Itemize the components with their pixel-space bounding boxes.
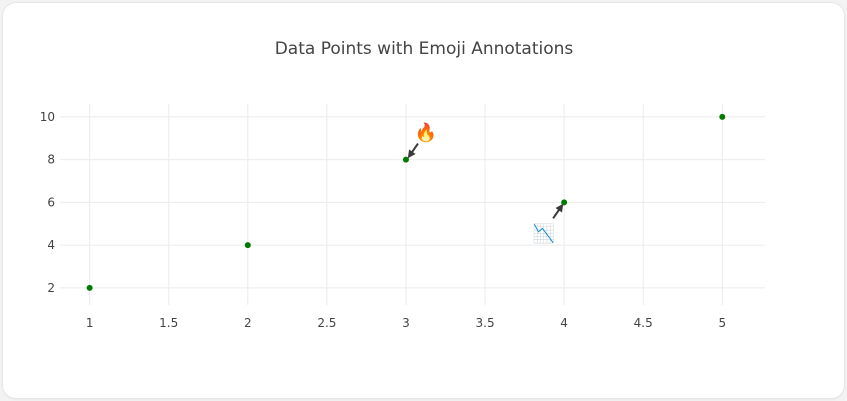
x-tick-label: 3 <box>402 316 410 330</box>
data-point[interactable] <box>719 113 726 120</box>
grid-lines <box>60 104 765 305</box>
x-tick-label: 1 <box>86 316 94 330</box>
data-point[interactable] <box>561 199 568 206</box>
data-point[interactable] <box>244 242 251 249</box>
chart-title: Data Points with Emoji Annotations <box>275 39 574 59</box>
x-tick-label: 2 <box>244 316 252 330</box>
y-tick-label: 6 <box>47 195 55 209</box>
axis-tick-labels: 1 1.5 2 2.5 3 3.5 4 4.5 5 2 4 6 8 10 <box>40 110 726 330</box>
x-tick-label: 5 <box>718 316 726 330</box>
x-tick-label: 1.5 <box>159 316 178 330</box>
data-point[interactable] <box>86 284 93 291</box>
annotation-arrow <box>552 203 564 219</box>
y-tick-label: 8 <box>47 153 55 167</box>
annotations: 🔥📉 <box>407 122 564 244</box>
scatter-chart: Data Points with Emoji Annotations 1 1.5 2… <box>40 39 765 330</box>
x-tick-label: 4.5 <box>634 316 653 330</box>
x-tick-label: 4 <box>560 316 568 330</box>
y-tick-label: 4 <box>47 238 55 252</box>
annotation-arrow <box>407 143 419 159</box>
x-tick-label: 2.5 <box>317 316 336 330</box>
y-tick-label: 2 <box>47 281 55 295</box>
x-tick-label: 3.5 <box>476 316 495 330</box>
fire-emoji: 🔥 <box>415 122 437 144</box>
y-tick-label: 10 <box>40 110 55 124</box>
data-point[interactable] <box>402 156 409 163</box>
chart-decreasing-emoji: 📉 <box>533 222 555 244</box>
